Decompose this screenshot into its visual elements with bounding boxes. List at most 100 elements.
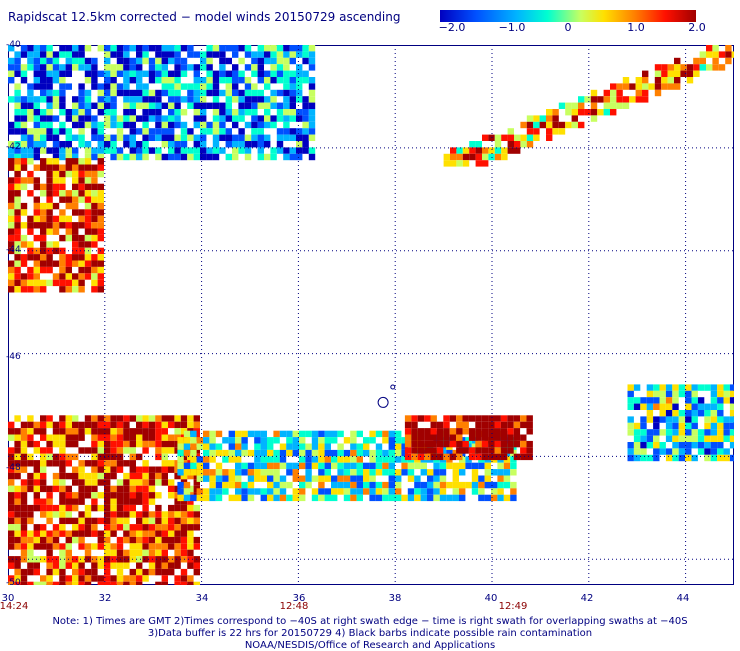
wind-cell — [203, 443, 210, 450]
wind-cell — [180, 128, 188, 135]
wind-cell — [123, 434, 130, 441]
wind-cell — [33, 460, 40, 467]
wind-cell — [311, 430, 319, 438]
wind-cell — [116, 64, 124, 71]
wind-cell — [52, 581, 60, 585]
wind-cell — [46, 228, 53, 235]
wind-cell — [46, 102, 53, 109]
wind-cell — [97, 472, 104, 480]
wind-cell — [8, 530, 15, 537]
wind-cell — [494, 440, 501, 448]
wind-cell — [302, 70, 309, 77]
wind-cell — [395, 449, 402, 457]
wind-cell — [65, 266, 72, 274]
wind-cell — [196, 462, 203, 470]
wind-cell — [235, 488, 242, 495]
wind-cell — [148, 568, 156, 576]
wind-cell — [712, 51, 719, 58]
wind-cell — [123, 530, 130, 537]
wind-cell — [148, 543, 156, 550]
wind-cell — [187, 504, 194, 512]
wind-cell — [729, 429, 734, 436]
wind-cell — [59, 153, 66, 161]
wind-cell — [168, 70, 175, 77]
wind-cell — [257, 77, 264, 84]
wind-cell — [78, 170, 85, 178]
wind-cell — [174, 504, 181, 512]
wind-cell — [40, 279, 47, 287]
wind-cell — [267, 437, 274, 444]
wind-cell — [235, 469, 242, 476]
wind-cell — [168, 466, 175, 473]
wind-cell — [471, 488, 479, 495]
wind-cell — [168, 45, 175, 52]
wind-cell — [497, 469, 504, 476]
wind-cell — [404, 447, 412, 454]
wind-cell — [129, 504, 136, 512]
wind-cell — [14, 70, 21, 77]
wind-cell — [187, 562, 194, 569]
wind-cell — [235, 494, 242, 502]
wind-cell — [40, 286, 47, 293]
wind-cell — [363, 443, 370, 450]
wind-cell — [72, 247, 79, 255]
wind-cell — [8, 279, 15, 287]
wind-cell — [209, 430, 216, 438]
wind-cell — [155, 415, 162, 422]
wind-cell — [264, 109, 271, 116]
wind-cell — [78, 460, 85, 467]
wind-cell — [193, 83, 200, 90]
wind-cell — [91, 568, 98, 576]
wind-cell — [257, 45, 264, 52]
wind-cell — [704, 429, 711, 436]
wind-cell — [40, 447, 47, 454]
wind-cell — [276, 109, 284, 116]
wind-cell — [168, 556, 175, 563]
wind-cell — [219, 51, 226, 58]
wind-cell — [27, 266, 34, 274]
wind-cell — [72, 428, 79, 435]
wind-cell — [187, 147, 194, 154]
wind-cell — [206, 57, 213, 65]
wind-cell — [59, 466, 66, 473]
wind-cell — [14, 215, 21, 223]
wind-cell — [672, 410, 679, 417]
wind-cell — [232, 141, 239, 148]
wind-cell — [494, 434, 501, 441]
wind-cell — [104, 440, 111, 448]
wind-cell — [244, 109, 252, 116]
wind-cell — [717, 448, 724, 455]
wind-cell — [710, 429, 718, 436]
wind-cell — [84, 524, 92, 531]
wind-cell — [8, 421, 15, 429]
wind-cell — [155, 517, 162, 525]
wind-cell — [27, 543, 34, 550]
wind-cell — [97, 260, 104, 267]
wind-cell — [296, 134, 303, 141]
wind-cell — [110, 511, 117, 518]
wind-cell — [8, 64, 15, 71]
wind-cell — [148, 472, 156, 480]
wind-cell — [503, 462, 511, 470]
wind-cell — [129, 415, 136, 422]
wind-cell — [251, 96, 258, 103]
wind-cell — [627, 403, 634, 410]
wind-cell — [629, 83, 636, 90]
wind-cell — [52, 241, 60, 248]
wind-cell — [84, 190, 92, 197]
wind-cell — [27, 222, 34, 229]
wind-cell — [46, 530, 53, 537]
wind-cell — [667, 64, 674, 71]
wind-cell — [350, 449, 357, 457]
wind-cell — [526, 453, 533, 461]
wind-cell — [72, 453, 79, 461]
wind-cell — [46, 96, 53, 103]
wind-cell — [46, 498, 53, 505]
wind-cell — [296, 115, 303, 122]
wind-cell — [388, 437, 395, 444]
wind-cell — [142, 575, 149, 582]
wind-cell — [8, 434, 15, 441]
wind-cell — [180, 70, 188, 77]
wind-cell — [260, 437, 267, 444]
wind-cell — [65, 141, 72, 148]
